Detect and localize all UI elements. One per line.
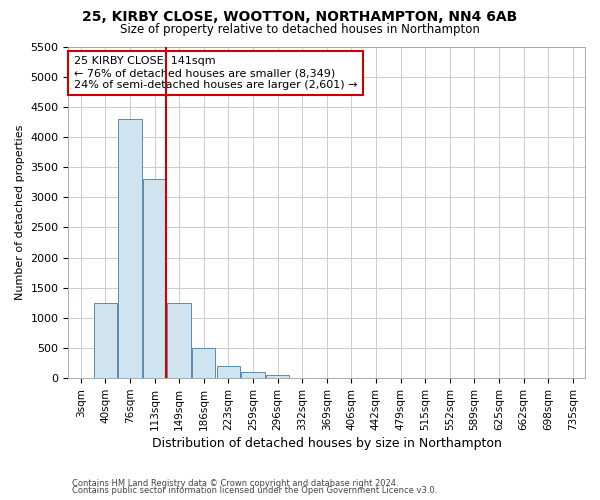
Bar — [167, 303, 191, 378]
Bar — [192, 348, 215, 378]
Text: 25 KIRBY CLOSE: 141sqm
← 76% of detached houses are smaller (8,349)
24% of semi-: 25 KIRBY CLOSE: 141sqm ← 76% of detached… — [74, 56, 357, 90]
Text: Contains public sector information licensed under the Open Government Licence v3: Contains public sector information licen… — [72, 486, 437, 495]
Text: Contains HM Land Registry data © Crown copyright and database right 2024.: Contains HM Land Registry data © Crown c… — [72, 478, 398, 488]
Text: 25, KIRBY CLOSE, WOOTTON, NORTHAMPTON, NN4 6AB: 25, KIRBY CLOSE, WOOTTON, NORTHAMPTON, N… — [82, 10, 518, 24]
Bar — [241, 372, 265, 378]
Bar — [94, 303, 117, 378]
Bar — [266, 374, 289, 378]
Bar — [118, 119, 142, 378]
Text: Size of property relative to detached houses in Northampton: Size of property relative to detached ho… — [120, 22, 480, 36]
Bar — [217, 366, 240, 378]
X-axis label: Distribution of detached houses by size in Northampton: Distribution of detached houses by size … — [152, 437, 502, 450]
Bar — [143, 179, 166, 378]
Y-axis label: Number of detached properties: Number of detached properties — [15, 124, 25, 300]
